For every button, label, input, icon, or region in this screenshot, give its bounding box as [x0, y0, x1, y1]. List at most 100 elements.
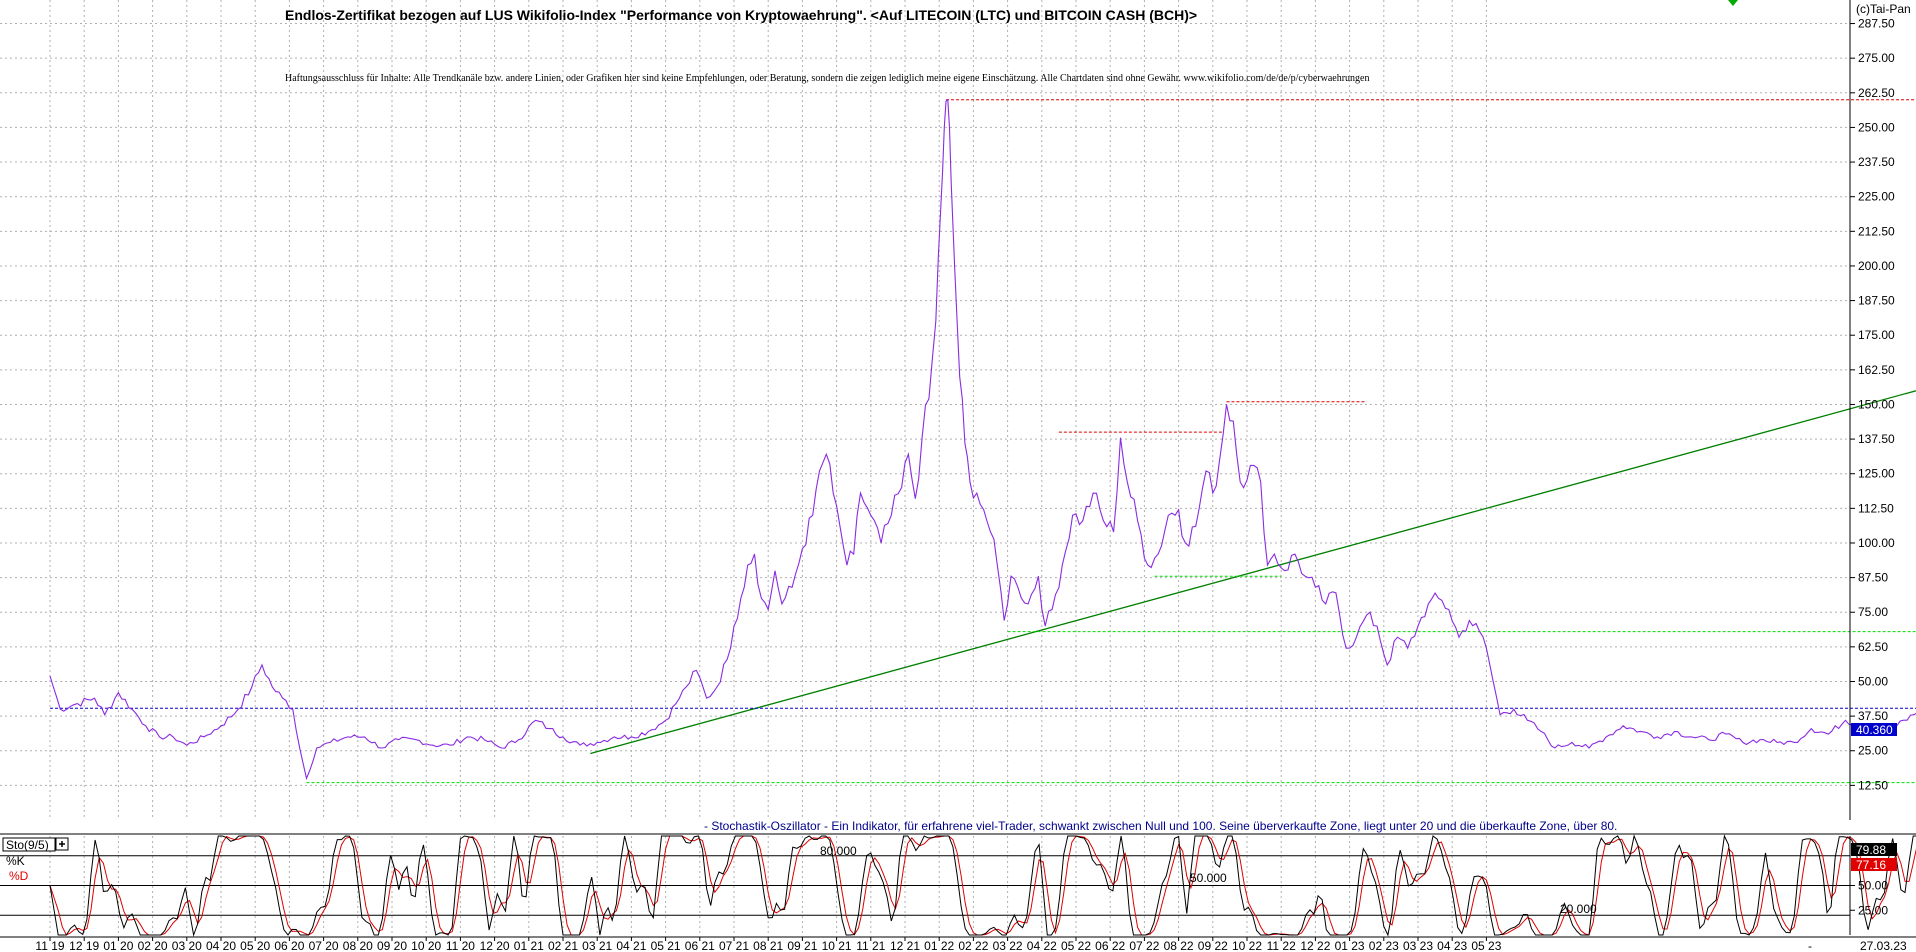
x-tick-label: 07 22	[1129, 939, 1159, 952]
y-tick-label: 237.50	[1858, 155, 1895, 169]
y-tick-label: 162.50	[1858, 363, 1895, 377]
y-tick-label: 275.00	[1858, 51, 1895, 65]
x-tick-label: 04 20	[206, 939, 236, 952]
x-tick-label: 02 20	[138, 939, 168, 952]
legend-d: %D	[9, 869, 29, 883]
x-tick-label: 03 23	[1403, 939, 1433, 952]
x-tick-label: 08 21	[753, 939, 783, 952]
osc-y-tick-label: 25.00	[1858, 903, 1888, 917]
x-tick-label: 09 20	[377, 939, 407, 952]
x-tick-label: 01 21	[514, 939, 544, 952]
x-tick-label: 03 20	[172, 939, 202, 952]
y-tick-label: 225.00	[1858, 190, 1895, 204]
x-tick-label: 02 22	[958, 939, 988, 952]
y-tick-label: 287.50	[1858, 17, 1895, 31]
indicator-label: Sto(9/5)	[6, 838, 49, 852]
x-tick-label: 12 21	[890, 939, 920, 952]
y-tick-label: 262.50	[1858, 86, 1895, 100]
k-line	[49, 834, 1916, 937]
x-tick-label: 11 21	[856, 939, 885, 952]
x-tick-label: 04 21	[616, 939, 646, 952]
chart-title: Endlos-Zertifikat bezogen auf LUS Wikifo…	[285, 7, 1197, 23]
x-tick-label: 06 21	[685, 939, 715, 952]
x-tick-label: 02 21	[548, 939, 578, 952]
x-axis-dash: -	[1808, 939, 1812, 952]
y-tick-label: 187.50	[1858, 294, 1895, 308]
marker-icon	[1728, 0, 1738, 6]
indicator-label-box	[2, 837, 56, 852]
expand-icon-plus	[59, 841, 65, 847]
annotations	[50, 99, 1916, 784]
y-tick-label: 212.50	[1858, 224, 1895, 238]
copyright: (c)Tai-Pan	[1856, 2, 1911, 16]
osc-y-tick-label: 50.00	[1858, 879, 1888, 893]
x-tick-label: 04 23	[1437, 939, 1467, 952]
price-line	[49, 98, 1916, 781]
trendline	[590, 390, 1916, 755]
oscillator-description: - Stochastik-Oszillator - Ein Indikator,…	[704, 819, 1617, 833]
d-line	[49, 835, 1916, 936]
y-tick-label: 175.00	[1858, 328, 1895, 342]
x-tick-label: 10 20	[411, 939, 441, 952]
y-tick-label: 125.00	[1858, 467, 1895, 481]
y-tick-label: 200.00	[1858, 259, 1895, 273]
x-tick-label: 10 22	[1232, 939, 1262, 952]
x-tick-label: 11 19	[35, 939, 64, 952]
y-tick-label: 87.50	[1858, 571, 1888, 585]
price-y-axis: 287.50 275.00 262.50 250.00 237.50 225.00 212.…	[1849, 0, 1895, 820]
y-tick-label: 62.50	[1858, 640, 1888, 654]
y-tick-label: 37.50	[1858, 709, 1888, 723]
y-tick-label: 112.50	[1858, 501, 1894, 515]
x-tick-label: 05 22	[1061, 939, 1091, 952]
x-axis: 11 19 12 19 01 20 02 20 03 20 04 20 05 20 06 20…	[35, 937, 1502, 952]
oscillator-grid	[0, 836, 1850, 935]
d-value-label: 77.16	[1856, 858, 1886, 872]
y-tick-label: 100.00	[1858, 536, 1895, 550]
k-value-box	[1851, 843, 1897, 856]
x-tick-label: 06 22	[1095, 939, 1125, 952]
x-tick-label: 09 21	[787, 939, 817, 952]
x-tick-label: 09 22	[1198, 939, 1228, 952]
x-tick-label: 05 20	[240, 939, 270, 952]
legend-k: %K	[6, 854, 25, 868]
x-tick-label: 05 21	[651, 939, 681, 952]
x-tick-label: 01 22	[924, 939, 954, 952]
y-tick-label: 25.00	[1858, 744, 1888, 758]
x-tick-label: 10 21	[822, 939, 852, 952]
y-tick-label: 12.50	[1858, 778, 1888, 792]
level-label-50: 50.000	[1190, 871, 1227, 885]
x-tick-label: 03 22	[993, 939, 1023, 952]
level-label-80: 80.000	[820, 844, 857, 858]
current-value-label: 40.360	[1856, 723, 1893, 737]
x-tick-label: 01 20	[103, 939, 133, 952]
x-axis-end-date: 27.03.23	[1860, 939, 1907, 952]
x-tick-label: 11 20	[446, 939, 475, 952]
x-tick-label: 07 20	[309, 939, 339, 952]
y-tick-label: 137.50	[1858, 432, 1895, 446]
oscillator-y-axis: 25.00 50.00	[1849, 836, 1888, 935]
x-tick-label: 08 20	[343, 939, 373, 952]
x-tick-label: 05 23	[1471, 939, 1501, 952]
y-tick-label: 150.00	[1858, 397, 1895, 411]
x-tick-label: 03 21	[582, 939, 612, 952]
price-series	[49, 98, 1916, 781]
y-tick-label: 50.00	[1858, 674, 1888, 688]
x-tick-label: 04 22	[1027, 939, 1057, 952]
level-label-20: 20.000	[1560, 902, 1597, 916]
x-tick-label: 06 20	[274, 939, 304, 952]
y-tick-label: 250.00	[1858, 120, 1895, 134]
disclaimer: Haftungsausschluss für Inhalte: Alle Tre…	[285, 73, 1370, 84]
x-tick-label: 12 20	[480, 939, 510, 952]
y-tick-label: 75.00	[1858, 605, 1888, 619]
d-value-box	[1851, 858, 1897, 871]
x-tick-label: 07 21	[719, 939, 749, 952]
x-tick-label: 08 22	[1164, 939, 1194, 952]
x-tick-label: 12 19	[69, 939, 99, 952]
current-value-box	[1851, 723, 1897, 736]
main-grid	[0, 0, 1850, 820]
stochastic-series	[49, 834, 1916, 937]
x-tick-label: 11 22	[1267, 939, 1296, 952]
x-tick-label: 12 22	[1300, 939, 1330, 952]
k-value-label: 79.88	[1856, 843, 1886, 857]
